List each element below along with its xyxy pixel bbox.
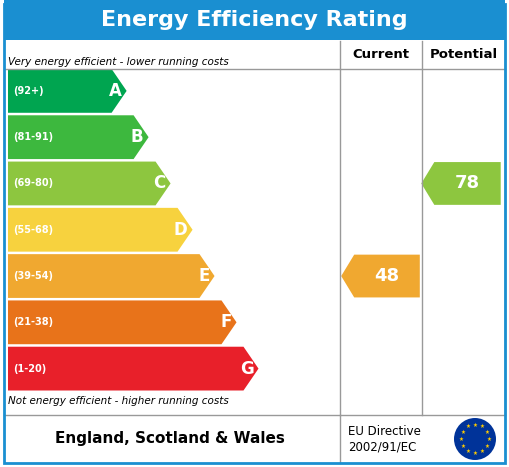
Text: ★: ★: [472, 423, 477, 427]
Text: Potential: Potential: [430, 49, 498, 62]
Text: 48: 48: [375, 267, 400, 285]
Text: ★: ★: [479, 449, 485, 453]
Text: ★: ★: [485, 430, 490, 434]
Polygon shape: [341, 255, 420, 297]
Text: G: G: [240, 360, 253, 378]
Text: ★: ★: [472, 451, 477, 455]
Text: (1-20): (1-20): [13, 364, 46, 374]
Text: (81-91): (81-91): [13, 132, 53, 142]
Text: ★: ★: [466, 449, 470, 453]
Text: ★: ★: [485, 444, 490, 448]
Text: Not energy efficient - higher running costs: Not energy efficient - higher running co…: [8, 396, 229, 406]
Text: D: D: [174, 221, 187, 239]
Text: 78: 78: [455, 175, 480, 192]
Text: ★: ★: [461, 430, 465, 434]
Text: Very energy efficient - lower running costs: Very energy efficient - lower running co…: [8, 57, 229, 67]
Text: ★: ★: [487, 437, 491, 441]
Polygon shape: [421, 162, 501, 205]
Text: ★: ★: [461, 444, 465, 448]
Text: ★: ★: [466, 425, 470, 429]
Text: B: B: [131, 128, 144, 146]
Polygon shape: [8, 162, 171, 205]
Text: (55-68): (55-68): [13, 225, 53, 235]
Text: A: A: [109, 82, 122, 100]
Bar: [4, 41, 505, 415]
Text: (92+): (92+): [13, 86, 44, 96]
Polygon shape: [8, 115, 149, 159]
Text: C: C: [153, 175, 165, 192]
Polygon shape: [8, 208, 192, 252]
Polygon shape: [8, 254, 214, 298]
Text: ★: ★: [479, 425, 485, 429]
Text: England, Scotland & Wales: England, Scotland & Wales: [55, 432, 285, 446]
Text: (39-54): (39-54): [13, 271, 53, 281]
Text: E: E: [198, 267, 210, 285]
Text: Current: Current: [353, 49, 410, 62]
Text: (69-80): (69-80): [13, 178, 53, 189]
Polygon shape: [8, 347, 259, 390]
Text: EU Directive
2002/91/EC: EU Directive 2002/91/EC: [348, 425, 421, 453]
Text: (21-38): (21-38): [13, 317, 53, 327]
Text: ★: ★: [459, 437, 463, 441]
Polygon shape: [8, 69, 127, 113]
Bar: [4, 0, 505, 40]
Polygon shape: [8, 300, 237, 344]
Text: Energy Efficiency Rating: Energy Efficiency Rating: [101, 10, 408, 30]
Text: F: F: [220, 313, 232, 331]
Circle shape: [454, 418, 496, 460]
